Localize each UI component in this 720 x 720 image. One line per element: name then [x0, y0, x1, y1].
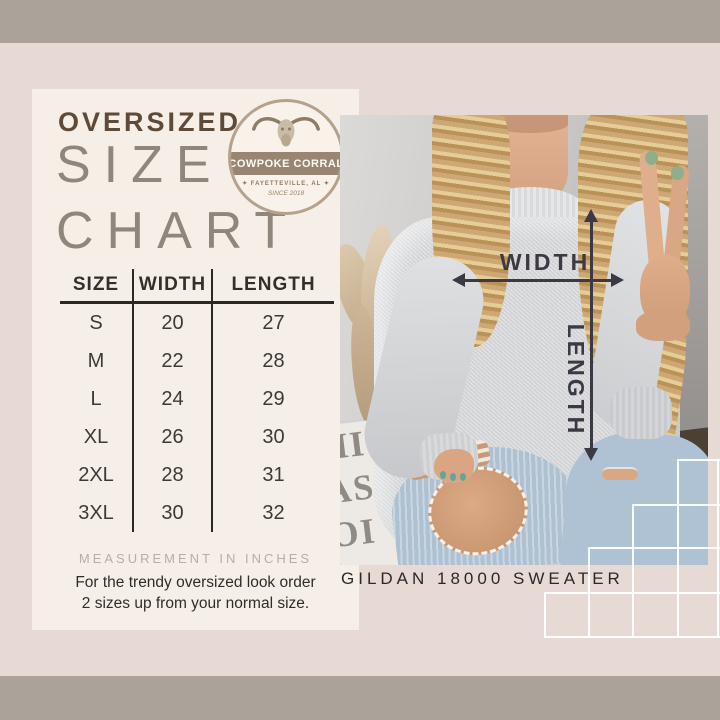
logo-ribbon: COWPOKE CORRAL: [228, 152, 344, 175]
size-chart-panel: OVERSIZED SIZE CHART COWPOKE CORRAL ✦ FA…: [32, 89, 359, 630]
table-row: M 22 28: [60, 342, 334, 380]
sweater-right-cuff: [610, 387, 672, 439]
longhorn-skull-icon: [252, 117, 320, 147]
table-cell: S: [89, 311, 103, 334]
logo-brand-text: COWPOKE CORRAL: [228, 157, 344, 170]
fingernail: [671, 166, 684, 180]
deco-grid-line: [677, 459, 679, 638]
width-arrow-label: WIDTH: [499, 249, 591, 275]
table-row: L 24 29: [60, 380, 334, 418]
top-border-strip: [0, 0, 720, 43]
deco-grid-line: [717, 459, 719, 638]
sizing-tip: For the trendy oversized look order 2 si…: [32, 572, 359, 614]
table-header-row: SIZE WIDTH LENGTH: [60, 269, 334, 304]
table-cell: 24: [132, 380, 213, 418]
bottom-border-strip: [0, 676, 720, 720]
table-cell: 29: [262, 387, 285, 410]
photo-caption: GILDAN 18000 SWEATER: [341, 569, 624, 588]
table-cell: 22: [132, 342, 213, 380]
brand-logo-badge: COWPOKE CORRAL ✦ FAYETTEVILLE, AL ✦ SINC…: [228, 99, 344, 215]
heading-size: SIZE: [56, 136, 224, 194]
measurement-units-note: MEASUREMENT IN INCHES: [78, 551, 313, 566]
table-row: 3XL 30 32: [60, 494, 334, 532]
folded-fingers: [636, 311, 690, 341]
deco-grid-line: [633, 504, 720, 506]
table-header-length: LENGTH: [212, 269, 334, 304]
table-cell: 2XL: [78, 463, 114, 486]
deco-grid-line: [678, 459, 720, 461]
table-cell: 3XL: [78, 501, 114, 524]
jeans-small-rip: [602, 467, 638, 480]
table-cell: 32: [262, 501, 285, 524]
left-hand-nails: [440, 471, 446, 479]
table-cell: 31: [262, 463, 285, 486]
deco-grid-line: [544, 592, 546, 638]
table-cell: 20: [132, 302, 213, 342]
heading-chart: CHART: [56, 202, 300, 260]
logo-location-text: ✦ FAYETTEVILLE, AL ✦: [242, 181, 330, 187]
table-header-size: SIZE: [60, 269, 133, 304]
sizing-tip-line2: 2 sizes up from your normal size.: [81, 595, 310, 612]
table-row: XL 26 30: [60, 418, 334, 456]
length-arrow-label: LENGTH: [563, 323, 589, 437]
table-cell: 30: [132, 494, 213, 532]
table-cell: L: [90, 387, 102, 410]
heading-kicker: OVERSIZED: [58, 107, 242, 137]
model-chin-shadow: [492, 115, 568, 133]
table-header-width: WIDTH: [132, 269, 213, 304]
table-row: S 20 27: [60, 302, 334, 342]
deco-grid-line: [632, 504, 634, 638]
deco-grid-line: [589, 547, 720, 549]
table-cell: 30: [262, 425, 285, 448]
table-cell: 27: [262, 311, 285, 334]
table-cell: 28: [132, 456, 213, 494]
product-photo: HI ASI OI WIDTH LENGTH: [340, 115, 708, 565]
table-cell: 26: [132, 418, 213, 456]
deco-grid-line: [588, 547, 590, 638]
table-cell: 28: [262, 349, 285, 372]
table-cell: M: [87, 349, 105, 372]
logo-since-text: SINCE 2018: [267, 190, 305, 197]
table-row: 2XL 28 31: [60, 456, 334, 494]
width-arrow: [452, 273, 624, 287]
length-arrow: [584, 209, 598, 461]
table-cell: XL: [83, 425, 109, 448]
sizing-tip-line1: For the trendy oversized look order: [75, 574, 316, 591]
size-table: SIZE WIDTH LENGTH S 20 27 M 22 28 L 24 2…: [60, 269, 334, 532]
